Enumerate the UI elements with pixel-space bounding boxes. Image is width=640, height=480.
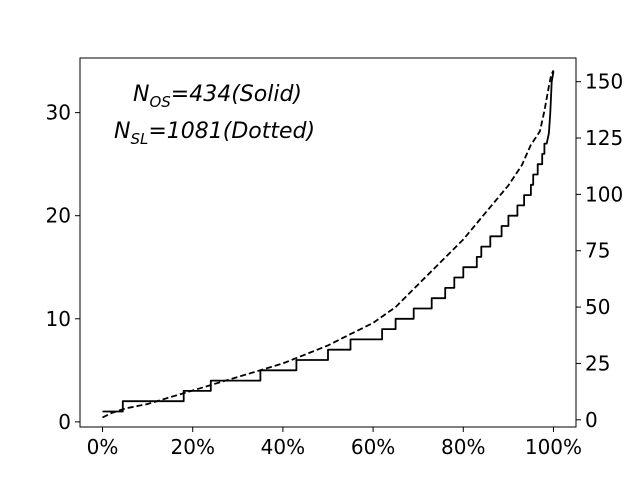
y-right-tick-label: 100 <box>585 182 623 206</box>
y-left-tick-label: 20 <box>46 204 71 228</box>
y-right-tick-label: 75 <box>585 239 610 263</box>
x-tick-label: 100% <box>525 435 582 459</box>
y-left-tick-label: 0 <box>58 410 71 434</box>
axis-layer: 0% 20% 40% 60% 80% 100%0102030025507510012515… <box>46 70 624 459</box>
x-tick-label: 20% <box>171 435 215 459</box>
y-right-tick-label: 0 <box>585 408 598 432</box>
y-left-tick-label: 10 <box>46 307 71 331</box>
y-right-tick-label: 25 <box>585 351 610 375</box>
y-right-tick-label: 50 <box>585 295 610 319</box>
series-layer <box>102 69 555 419</box>
x-tick-label: 0% <box>87 435 119 459</box>
y-right-tick-label: 125 <box>585 126 623 150</box>
x-tick-label: 60% <box>351 435 395 459</box>
annotation-n-sl: NSL=1081(Dotted) <box>114 119 315 148</box>
plot-frame <box>79 57 577 428</box>
y-right-tick-label: 150 <box>585 70 623 94</box>
annotation-n-os: NOS=434(Solid) <box>133 82 302 111</box>
series-line-solid <box>102 71 555 413</box>
x-tick-label: 80% <box>441 435 485 459</box>
x-tick-label: 40% <box>261 435 305 459</box>
y-left-tick-label: 30 <box>46 101 71 125</box>
